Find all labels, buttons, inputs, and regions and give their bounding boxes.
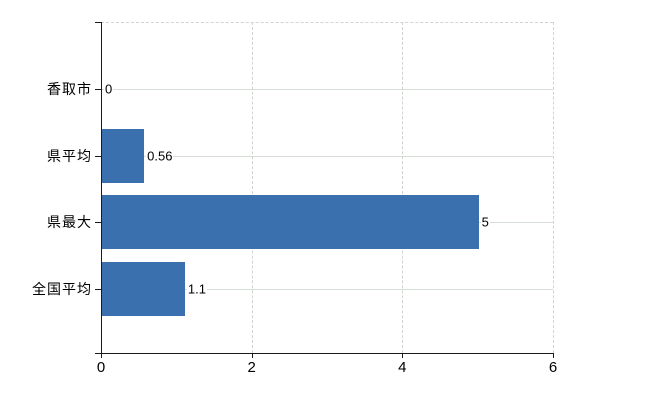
category-label: 全国平均 [32,280,92,297]
gridline-horizontal [102,155,553,157]
bar-value-label: 5 [480,214,490,230]
gridline-horizontal [102,288,553,290]
x-tick-label: 2 [247,359,256,376]
x-tick-label: 0 [96,359,106,376]
plot-border-top [101,22,553,23]
plot-border-right [553,22,554,353]
bar-value-label: 0 [104,81,114,97]
x-tick-label: 6 [548,359,558,376]
y-axis [101,22,102,358]
x-axis-tick [402,353,404,358]
gridline-vertical [402,22,404,353]
category-label: 香取市 [47,81,92,97]
gridline-vertical [251,22,253,353]
data-bar[interactable] [102,128,145,183]
bar-value-label: 1.1 [186,281,207,296]
y-axis-tick [95,89,101,90]
data-bar[interactable] [102,261,185,316]
y-axis-tick [95,222,101,223]
category-label: 県最大 [47,214,92,230]
y-axis-tick [95,22,101,23]
x-axis [95,353,553,354]
x-axis-tick [553,353,554,358]
y-axis-tick [95,155,101,157]
bar-value-label: 0.56 [146,148,174,163]
gridline-horizontal [102,89,553,90]
data-bar[interactable] [102,195,479,249]
x-axis-tick [251,353,253,358]
x-tick-label: 4 [398,359,407,376]
y-axis-tick [95,288,101,290]
category-label: 県平均 [47,147,92,164]
